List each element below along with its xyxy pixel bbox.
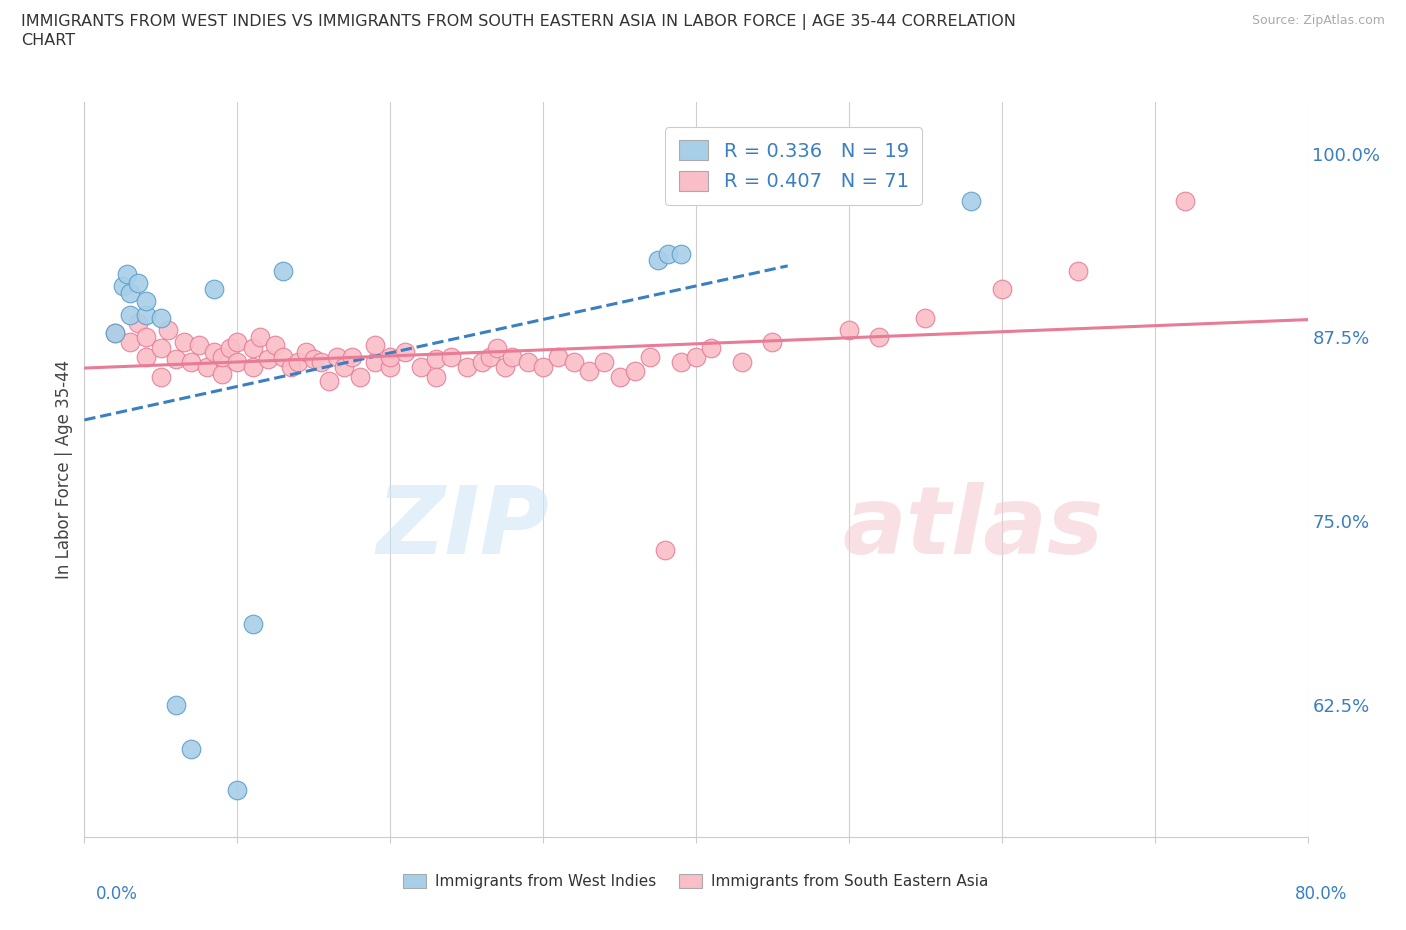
- Point: [195, 359, 218, 374]
- Text: CHART: CHART: [21, 33, 75, 47]
- Point: [135, 349, 157, 364]
- Point: [135, 330, 157, 345]
- Point: [226, 782, 249, 797]
- Point: [318, 374, 340, 389]
- Point: [869, 330, 891, 345]
- Point: [609, 369, 631, 384]
- Point: [287, 355, 309, 370]
- Point: [242, 617, 264, 631]
- Text: IMMIGRANTS FROM WEST INDIES VS IMMIGRANTS FROM SOUTH EASTERN ASIA IN LABOR FORCE: IMMIGRANTS FROM WEST INDIES VS IMMIGRANT…: [21, 14, 1017, 30]
- Point: [960, 193, 983, 208]
- Point: [120, 286, 142, 300]
- Point: [578, 364, 600, 379]
- Point: [211, 349, 233, 364]
- Point: [991, 282, 1014, 297]
- Point: [115, 267, 138, 282]
- Point: [1067, 264, 1090, 279]
- Point: [333, 359, 356, 374]
- Point: [165, 698, 187, 712]
- Point: [302, 352, 325, 367]
- Point: [657, 246, 679, 261]
- Point: [264, 338, 287, 352]
- Point: [271, 349, 294, 364]
- Point: [242, 340, 264, 355]
- Point: [440, 349, 463, 364]
- Point: [257, 352, 280, 367]
- Point: [226, 335, 249, 350]
- Point: [700, 340, 723, 355]
- Point: [325, 349, 347, 364]
- Point: [685, 349, 707, 364]
- Text: Source: ZipAtlas.com: Source: ZipAtlas.com: [1251, 14, 1385, 27]
- Point: [547, 349, 569, 364]
- Point: [149, 311, 172, 325]
- Point: [647, 252, 669, 267]
- Point: [127, 315, 149, 330]
- Point: [295, 345, 318, 360]
- Point: [380, 349, 402, 364]
- Point: [127, 275, 149, 290]
- Point: [180, 355, 202, 370]
- Point: [394, 345, 416, 360]
- Point: [104, 326, 127, 340]
- Point: [471, 355, 494, 370]
- Point: [242, 359, 264, 374]
- Point: [425, 369, 447, 384]
- Point: [654, 543, 676, 558]
- Point: [409, 359, 432, 374]
- Point: [135, 308, 157, 323]
- Point: [531, 359, 554, 374]
- Point: [173, 335, 195, 350]
- Point: [149, 369, 172, 384]
- Point: [104, 326, 127, 340]
- Point: [502, 349, 524, 364]
- Point: [165, 352, 187, 367]
- Point: [340, 349, 363, 364]
- Point: [364, 355, 387, 370]
- Point: [311, 355, 333, 370]
- Point: [638, 349, 661, 364]
- Point: [593, 355, 616, 370]
- Point: [380, 359, 402, 374]
- Point: [120, 335, 142, 350]
- Point: [202, 345, 225, 360]
- Point: [669, 246, 692, 261]
- Point: [271, 264, 294, 279]
- Point: [761, 335, 783, 350]
- Point: [188, 338, 211, 352]
- Point: [249, 330, 271, 345]
- Point: [494, 359, 516, 374]
- Point: [120, 308, 142, 323]
- Point: [218, 340, 240, 355]
- Point: [478, 349, 501, 364]
- Point: [669, 355, 692, 370]
- Text: 0.0%: 0.0%: [96, 885, 138, 903]
- Point: [211, 366, 233, 381]
- Legend: Immigrants from West Indies, Immigrants from South Eastern Asia: Immigrants from West Indies, Immigrants …: [396, 869, 995, 896]
- Point: [180, 741, 202, 756]
- Point: [1174, 193, 1197, 208]
- Point: [914, 311, 936, 325]
- Point: [624, 364, 647, 379]
- Point: [149, 340, 172, 355]
- Point: [135, 293, 157, 308]
- Point: [516, 355, 538, 370]
- Point: [425, 352, 447, 367]
- Point: [226, 355, 249, 370]
- Point: [280, 359, 302, 374]
- Point: [486, 340, 509, 355]
- Text: 80.0%: 80.0%: [1295, 885, 1347, 903]
- Point: [731, 355, 754, 370]
- Y-axis label: In Labor Force | Age 35-44: In Labor Force | Age 35-44: [55, 360, 73, 579]
- Point: [202, 282, 225, 297]
- Point: [562, 355, 585, 370]
- Point: [111, 279, 134, 294]
- Point: [157, 323, 180, 338]
- Point: [456, 359, 478, 374]
- Point: [838, 323, 860, 338]
- Text: atlas: atlas: [842, 483, 1104, 575]
- Point: [364, 338, 387, 352]
- Text: ZIP: ZIP: [377, 483, 550, 575]
- Point: [349, 369, 371, 384]
